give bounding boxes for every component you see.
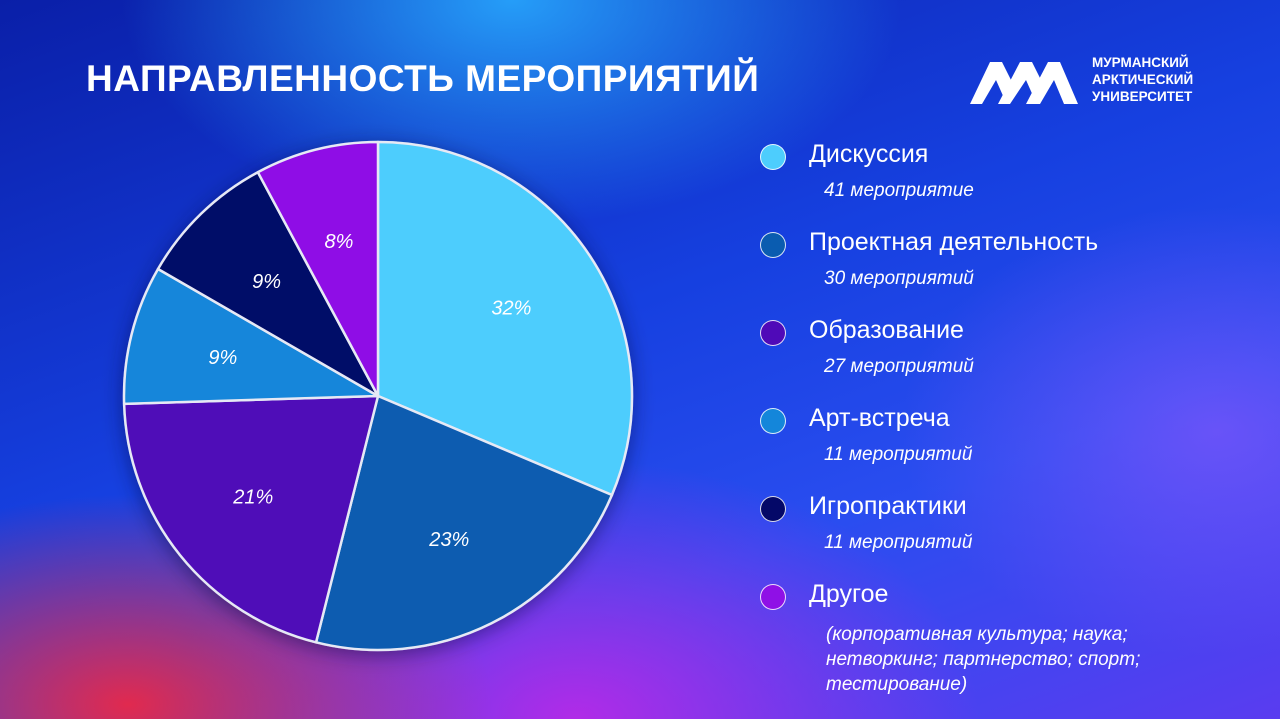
pie-slice-label: 9% — [252, 271, 281, 293]
legend-swatch — [760, 320, 786, 346]
pie-slice-label: 9% — [208, 347, 237, 369]
legend-count: 11 мероприятий — [824, 444, 973, 465]
other-note-line: (корпоративная культура; наука; — [826, 624, 1128, 645]
legend-swatch — [760, 408, 786, 434]
legend-label: Проектная деятельность — [809, 228, 1099, 256]
pie-slice — [256, 140, 380, 398]
pie-slice-label: 32% — [491, 298, 531, 320]
pie-slice — [314, 394, 614, 652]
pie-slice — [376, 140, 634, 497]
pie-slice — [122, 394, 380, 644]
legend-count: 41 мероприятие — [824, 180, 974, 201]
legend-label: Дискуссия — [809, 140, 929, 168]
legend-count: 27 мероприятий — [824, 356, 974, 377]
logo-text: МУРМАНСКИЙ АРКТИЧЕСКИЙ УНИВЕРСИТЕТ — [1092, 54, 1193, 105]
legend-swatch — [760, 232, 786, 258]
pie-slice-label: 23% — [428, 529, 469, 551]
legend-label: Арт-встреча — [809, 404, 950, 432]
pie-chart: 32% 23% 21% 9% 9% 8% — [122, 140, 634, 652]
other-note-line: тестирование) — [826, 674, 968, 695]
pie-slice-label: 21% — [232, 486, 273, 508]
legend-swatch — [760, 584, 786, 610]
page-title: НАПРАВЛЕННОСТЬ МЕРОПРИЯТИЙ — [86, 58, 760, 99]
legend-label: Другое — [809, 580, 889, 608]
logo-line: АРКТИЧЕСКИЙ — [1092, 72, 1194, 87]
legend-swatch — [760, 144, 786, 170]
other-note: (корпоративная культура; наука; нетворки… — [826, 622, 1246, 697]
logo-line: УНИВЕРСИТЕТ — [1092, 89, 1193, 104]
legend-count: 11 мероприятий — [824, 532, 973, 553]
pie-slice — [156, 170, 380, 398]
logo-mark-icon — [970, 62, 1078, 104]
pie-slice — [122, 267, 380, 406]
other-note-line: нетворкинг; партнерство; спорт; — [826, 649, 1141, 670]
logo-line: МУРМАНСКИЙ — [1092, 55, 1189, 70]
legend-swatch — [760, 496, 786, 522]
legend-label: Образование — [809, 316, 964, 344]
university-logo: МУРМАНСКИЙ АРКТИЧЕСКИЙ УНИВЕРСИТЕТ — [968, 52, 1228, 112]
legend-label: Игропрактики — [809, 492, 967, 520]
legend-count: 30 мероприятий — [824, 268, 974, 289]
pie-slice-label: 8% — [325, 231, 354, 253]
